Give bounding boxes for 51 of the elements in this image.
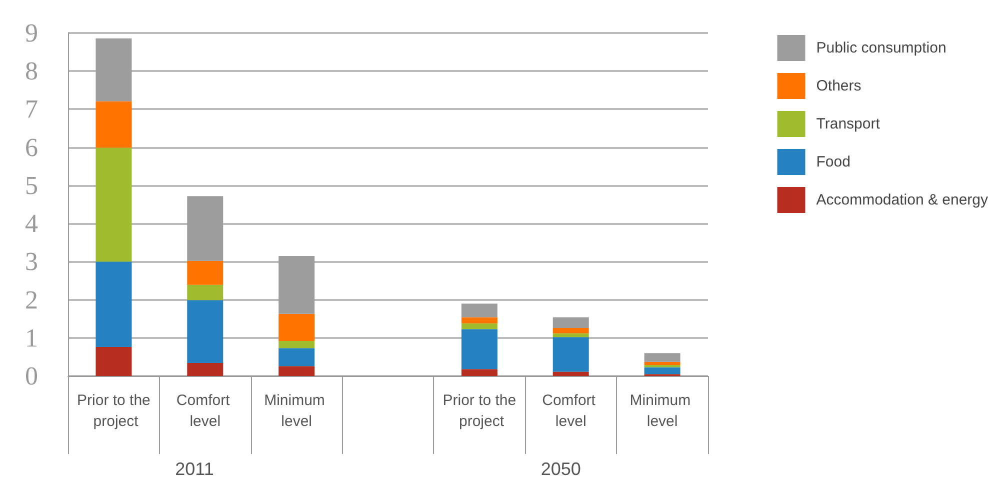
- x-tick-label: Prior to the project: [77, 392, 150, 430]
- legend-label: Transport: [816, 116, 881, 132]
- legend-label: Public consumption: [816, 40, 946, 56]
- y-tick-label: 7: [25, 94, 38, 124]
- y-tick-label: 2: [25, 285, 38, 314]
- bar: [461, 329, 498, 370]
- y-tick-label: 5: [25, 170, 38, 200]
- legend-label: Others: [816, 78, 862, 94]
- y-tick-label: 6: [25, 132, 38, 162]
- y-tick-label: 3: [25, 247, 38, 276]
- x-tick-label: Comfort level: [176, 392, 234, 430]
- y-tick-label: 8: [25, 56, 38, 86]
- legend-label: Accommodation & energy: [816, 192, 988, 208]
- bar: [552, 317, 589, 328]
- bar: [187, 300, 224, 364]
- y-tick-label: 1: [25, 323, 38, 352]
- y-tick-label: 4: [25, 209, 38, 238]
- x-tick-label: Comfort level: [542, 392, 600, 430]
- y-tick-label: 0: [25, 362, 38, 390]
- text: 2011: [175, 459, 214, 479]
- bar: [644, 353, 680, 362]
- bar: [552, 333, 589, 338]
- bar: [187, 284, 224, 300]
- bar: [278, 348, 315, 366]
- bar: [96, 101, 132, 148]
- bar: [187, 363, 224, 376]
- bar: [187, 196, 224, 261]
- bar: [96, 38, 132, 102]
- bar: [552, 328, 589, 334]
- x-tick-label: Prior to the project: [442, 392, 516, 430]
- bar: [278, 340, 315, 348]
- bar: [278, 314, 315, 341]
- bar: [461, 317, 498, 324]
- y-tick-label: 9: [25, 18, 38, 48]
- bar: [461, 323, 498, 330]
- bar: [644, 362, 680, 365]
- x-tick-label: Minimum level: [630, 392, 695, 430]
- bar: [552, 372, 589, 376]
- bar: [96, 148, 132, 262]
- text: 2050: [540, 459, 581, 479]
- bar: [552, 337, 589, 372]
- bar: [96, 347, 132, 376]
- bar: [187, 260, 224, 285]
- bar: [644, 367, 680, 374]
- bar: [96, 262, 132, 348]
- legend-label: Food: [816, 154, 850, 170]
- bar: [461, 369, 498, 376]
- x-tick-label: Minimum level: [264, 392, 330, 430]
- bar: [278, 366, 315, 376]
- bar: [278, 256, 315, 314]
- bar: [461, 304, 498, 318]
